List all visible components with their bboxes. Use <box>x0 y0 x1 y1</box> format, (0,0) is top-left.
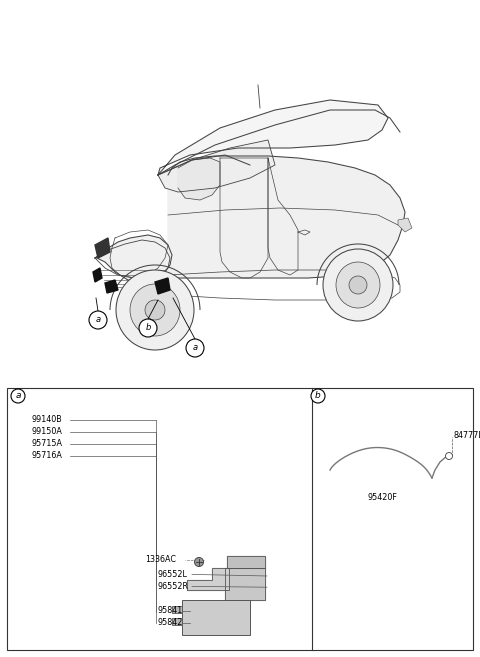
Text: 95715A: 95715A <box>32 440 62 449</box>
Text: 95716A: 95716A <box>32 451 62 461</box>
Text: b: b <box>145 323 151 332</box>
Polygon shape <box>105 280 118 293</box>
Polygon shape <box>227 556 265 568</box>
Circle shape <box>11 389 25 403</box>
Ellipse shape <box>130 284 180 336</box>
Ellipse shape <box>116 270 194 350</box>
Polygon shape <box>398 218 412 232</box>
Bar <box>7 388 473 650</box>
Text: b: b <box>315 392 321 401</box>
Text: 95841: 95841 <box>158 606 183 615</box>
Polygon shape <box>158 140 275 192</box>
Text: 95420F: 95420F <box>367 493 397 503</box>
Ellipse shape <box>336 262 380 308</box>
Bar <box>182 600 250 635</box>
Text: 96552L: 96552L <box>158 570 188 579</box>
Bar <box>172 606 182 613</box>
Circle shape <box>194 558 204 566</box>
Text: a: a <box>96 315 101 325</box>
Circle shape <box>445 453 453 459</box>
Polygon shape <box>187 568 229 590</box>
Bar <box>172 618 182 625</box>
Circle shape <box>89 311 107 329</box>
Text: 99150A: 99150A <box>32 428 62 436</box>
Polygon shape <box>168 156 405 278</box>
Polygon shape <box>93 268 102 282</box>
Ellipse shape <box>323 249 393 321</box>
Polygon shape <box>95 238 110 258</box>
Polygon shape <box>225 568 265 600</box>
Ellipse shape <box>349 276 367 294</box>
Text: 1336AC: 1336AC <box>145 556 176 564</box>
Text: 96552R: 96552R <box>158 582 189 591</box>
Polygon shape <box>155 278 170 294</box>
Polygon shape <box>178 158 220 200</box>
Polygon shape <box>158 100 388 175</box>
Ellipse shape <box>145 300 165 320</box>
Polygon shape <box>95 235 172 282</box>
Circle shape <box>186 339 204 357</box>
Text: 84777D: 84777D <box>453 430 480 440</box>
Text: a: a <box>15 392 21 401</box>
Text: 95842: 95842 <box>158 618 183 627</box>
Circle shape <box>139 319 157 337</box>
Text: 99140B: 99140B <box>32 415 62 424</box>
Circle shape <box>311 389 325 403</box>
Text: a: a <box>192 344 198 353</box>
